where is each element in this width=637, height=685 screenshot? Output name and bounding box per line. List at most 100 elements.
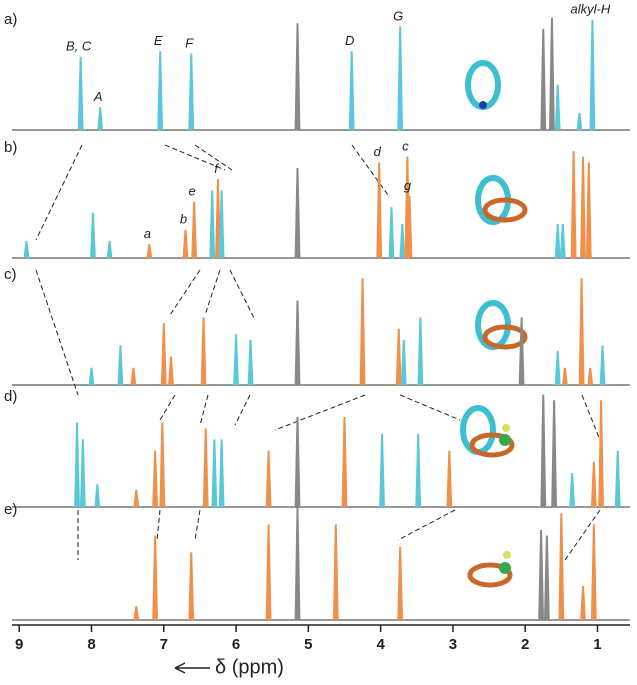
peak: [406, 196, 413, 259]
peak: [265, 524, 272, 621]
peak: [388, 207, 395, 259]
peak: [576, 112, 583, 131]
peak: [417, 317, 424, 386]
peak: [182, 229, 189, 259]
peak: [518, 317, 525, 386]
peak: [294, 300, 301, 386]
peak-label: D: [345, 33, 354, 48]
peak: [160, 323, 167, 386]
peak: [580, 586, 586, 621]
peak: [211, 439, 218, 508]
peak: [359, 278, 366, 386]
peak: [551, 400, 558, 508]
peak: [587, 367, 594, 386]
peak: [209, 190, 216, 259]
peak: [294, 417, 301, 508]
peak: [554, 351, 561, 386]
peak: [218, 439, 225, 508]
peak: [97, 107, 104, 131]
peak-label: G: [393, 8, 403, 23]
peak: [23, 240, 30, 259]
peak-label: e: [189, 183, 196, 198]
peak: [88, 367, 95, 386]
peak: [157, 51, 164, 131]
peak: [133, 489, 140, 508]
peak: [233, 334, 239, 386]
peak: [590, 461, 597, 508]
peak: [590, 524, 597, 621]
x-tick-label: 5: [304, 636, 312, 653]
peak: [580, 156, 586, 259]
peak: [191, 201, 198, 259]
peak: [265, 450, 272, 508]
peak: [188, 552, 195, 621]
peak: [446, 450, 453, 508]
peak: [554, 84, 561, 131]
peak-label: d: [374, 144, 382, 159]
peak: [395, 328, 402, 386]
peak: [538, 530, 544, 621]
peak: [570, 151, 577, 259]
peak: [540, 394, 547, 508]
peak-label: B, C: [66, 39, 92, 54]
peak: [106, 240, 113, 259]
peak: [159, 422, 166, 508]
peak: [376, 162, 383, 259]
peak: [218, 190, 225, 259]
x-tick-label: 6: [232, 636, 240, 653]
peak: [133, 606, 140, 621]
peak: [559, 224, 566, 259]
peak-label: E: [154, 33, 163, 48]
peak: [598, 400, 604, 508]
x-tick-label: 9: [15, 636, 23, 653]
peak: [202, 428, 209, 508]
peak: [146, 244, 153, 259]
peak: [332, 524, 339, 621]
icons: [460, 60, 528, 588]
x-tick-label: 8: [87, 636, 95, 653]
peak: [94, 484, 101, 508]
peak: [554, 224, 561, 259]
x-tick-label: 7: [160, 636, 168, 653]
peak: [540, 28, 547, 131]
peak: [558, 513, 565, 621]
peak: [294, 168, 301, 259]
peak: [188, 53, 195, 131]
peak: [543, 535, 550, 621]
peak-label: g: [404, 178, 412, 193]
peak-label: b: [180, 211, 187, 226]
connectors: [35, 144, 601, 561]
peak: [562, 367, 568, 386]
peak: [152, 450, 159, 508]
panel-label: d): [4, 388, 17, 405]
peak: [379, 433, 385, 508]
peak: [341, 417, 348, 508]
peak: [90, 212, 96, 259]
x-tick-label: 3: [449, 636, 457, 653]
peak: [399, 224, 406, 259]
peak: [614, 450, 621, 508]
peak: [79, 439, 86, 508]
peak: [117, 345, 124, 386]
x-tick-label: 2: [521, 636, 529, 653]
panel-label: e): [4, 501, 17, 518]
peak: [569, 473, 576, 508]
peak: [415, 433, 422, 508]
peak: [74, 422, 80, 508]
peak: [200, 317, 207, 386]
peak: [400, 339, 407, 386]
peak: [77, 56, 84, 131]
peak: [397, 26, 404, 131]
peak: [130, 367, 137, 386]
peak: [247, 339, 254, 386]
peak-label: a: [144, 226, 151, 241]
peak: [215, 179, 221, 259]
peak-label: alkyl-H: [571, 2, 611, 17]
peak: [585, 162, 592, 259]
x-axis-title: δ (ppm): [215, 656, 284, 678]
peak-label: F: [185, 35, 194, 50]
peak-label: A: [93, 89, 103, 104]
peak: [397, 546, 404, 621]
peak: [168, 356, 174, 386]
